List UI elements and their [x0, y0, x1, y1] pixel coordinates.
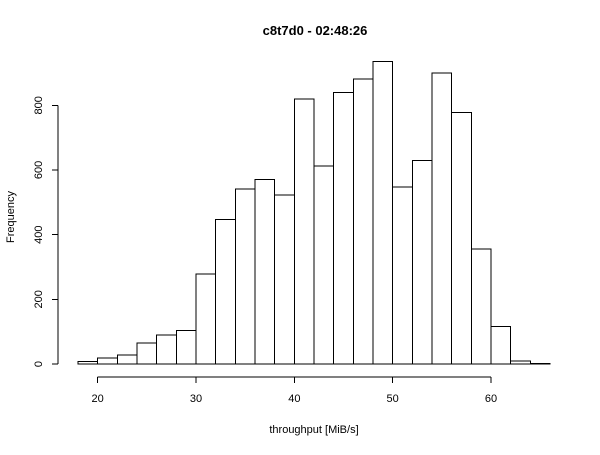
- histogram-bar: [274, 194, 295, 365]
- histogram-bar: [529, 362, 551, 365]
- bars-group: [77, 61, 551, 365]
- y-axis-label: Frequency: [5, 191, 17, 243]
- histogram-bar: [136, 342, 158, 365]
- histogram-bar: [215, 218, 236, 365]
- histogram-bar: [411, 159, 433, 365]
- histogram-bar: [313, 165, 335, 365]
- histogram-bar: [392, 186, 413, 365]
- y-tick-label: 800: [33, 96, 45, 114]
- histogram-bar: [254, 179, 276, 365]
- histogram-bar: [293, 98, 315, 365]
- histogram-bar: [490, 325, 512, 365]
- histogram-bar: [195, 273, 217, 365]
- y-tick-label: 600: [33, 161, 45, 179]
- histogram-bar: [352, 78, 374, 365]
- y-axis: 0 200 400 600 800: [33, 96, 59, 367]
- x-tick-label: 30: [190, 393, 202, 405]
- y-tick-label: 0: [33, 361, 45, 367]
- y-tick-label: 200: [33, 290, 45, 308]
- histogram-bar: [510, 360, 531, 365]
- histogram-bar: [431, 72, 453, 365]
- x-tick-label: 50: [387, 393, 399, 405]
- x-tick-label: 60: [485, 393, 497, 405]
- x-tick-label: 20: [92, 393, 104, 405]
- x-axis: 20 30 40 50 60: [92, 376, 497, 405]
- x-tick-label: 40: [288, 393, 300, 405]
- histogram-bar: [77, 360, 99, 365]
- histogram-bar: [156, 334, 177, 365]
- histogram-bar: [234, 188, 256, 365]
- histogram-bar: [451, 111, 472, 365]
- histogram-bar: [116, 354, 138, 365]
- histogram-bar: [372, 61, 394, 365]
- x-axis-label: throughput [MiB/s]: [269, 424, 358, 436]
- histogram-bar: [470, 248, 492, 365]
- histogram-bar: [333, 91, 354, 365]
- histogram-bar: [175, 330, 197, 365]
- histogram-bar: [97, 357, 118, 365]
- chart-title: c8t7d0 - 02:48:26: [263, 23, 368, 38]
- y-tick-label: 400: [33, 225, 45, 243]
